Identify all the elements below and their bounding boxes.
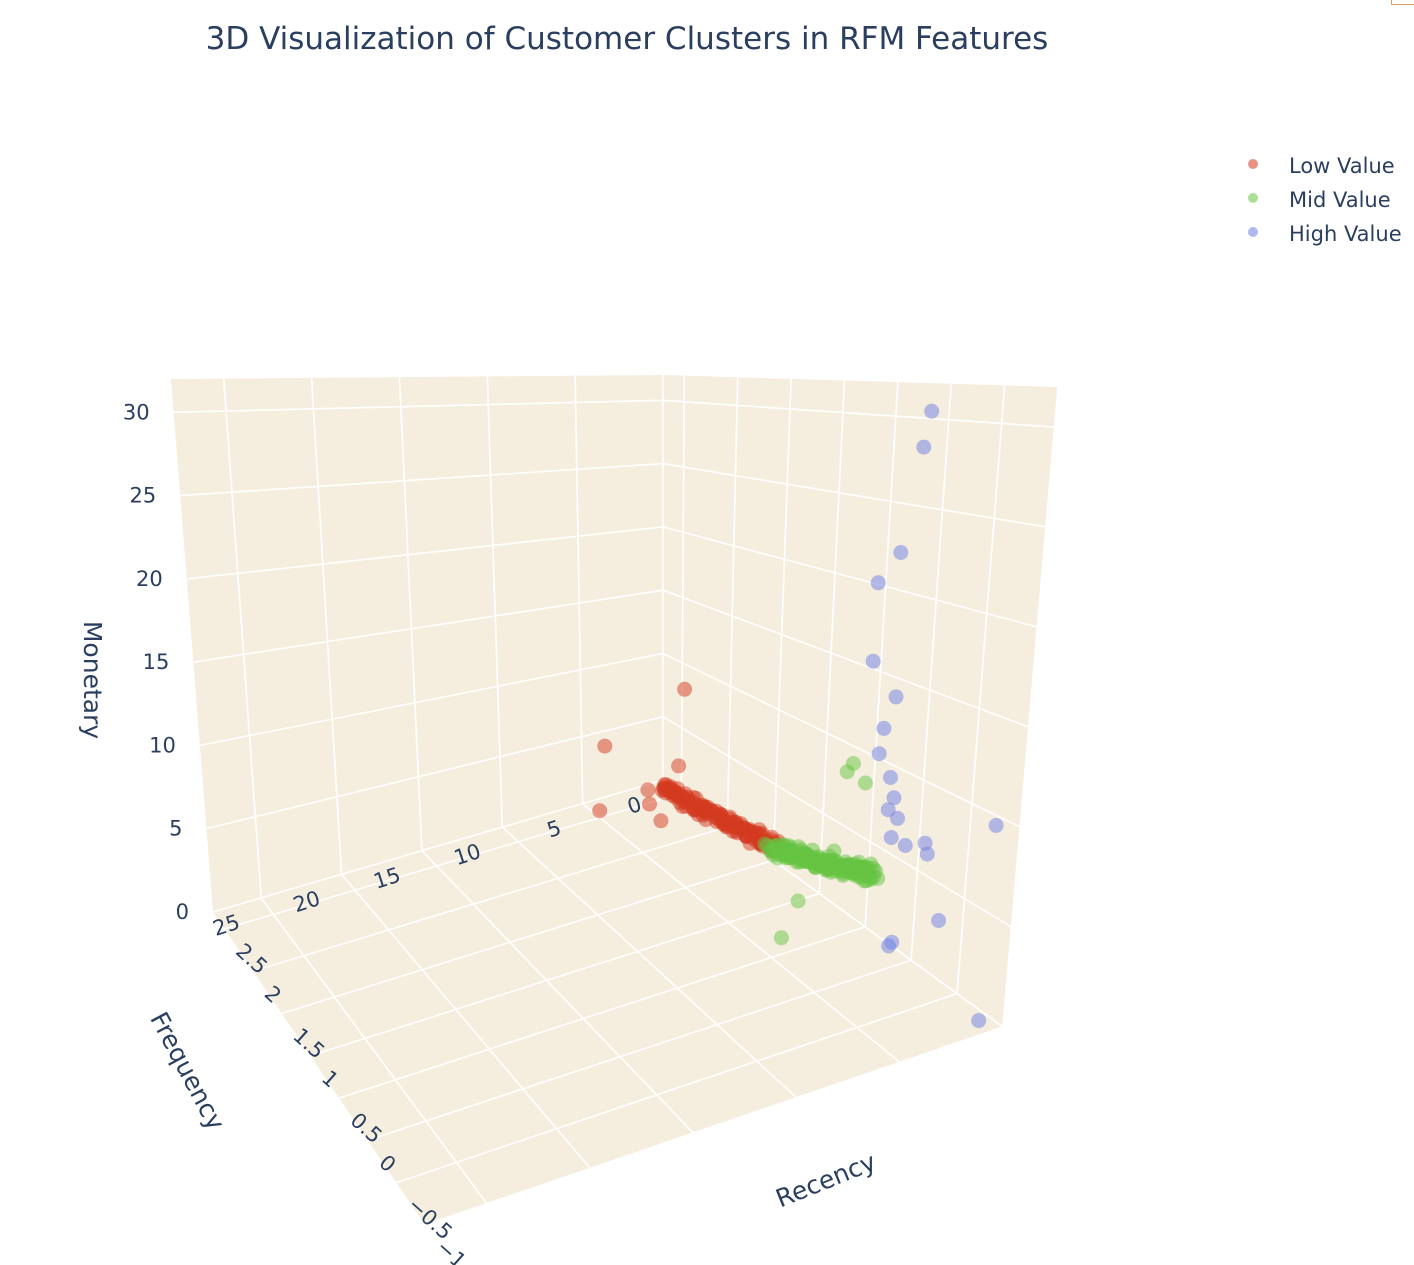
point-low-value [671, 758, 687, 774]
gridline-y [222, 378, 263, 898]
gridline-x [338, 926, 866, 1099]
point-mid-value [862, 870, 878, 886]
z-tick-label: 15 [143, 650, 170, 674]
point-low-value [653, 813, 669, 829]
point-high-value [890, 810, 905, 826]
legend-marker-low-value [1248, 159, 1258, 169]
gridline-x [252, 825, 728, 972]
back-wall-right [663, 375, 1058, 1027]
point-high-value [883, 770, 898, 785]
point-low-value [592, 803, 608, 819]
gridline-y [310, 377, 343, 875]
back-wall-left [171, 375, 663, 912]
gridline-y [486, 376, 504, 828]
point-mid-value [857, 775, 873, 791]
gridline-y [574, 375, 584, 804]
gridline-x [1002, 386, 1059, 1028]
x-axis-title: Recency [772, 1147, 881, 1213]
gridline-x [956, 385, 1006, 994]
gridline-x [818, 380, 846, 894]
point-high-value [888, 689, 904, 705]
gridline-x [424, 1026, 1004, 1226]
z-tick-label: 20 [136, 567, 163, 591]
gridline-x [310, 892, 820, 1057]
gridline-y [340, 873, 591, 1169]
gridline-z [186, 526, 664, 580]
point-high-value [897, 838, 913, 853]
gridline-y [501, 826, 798, 1099]
gridline-y [421, 850, 694, 1134]
gridline-x [224, 792, 682, 930]
gridline-z [212, 779, 664, 913]
gridline-x [680, 375, 686, 794]
point-high-value [870, 575, 886, 591]
point-mid-value [773, 930, 789, 946]
gridline-z [662, 716, 1013, 928]
gridline-z [199, 652, 664, 747]
z-tick-label: 10 [149, 733, 176, 757]
gridline-y [582, 802, 901, 1063]
gridline-y [398, 377, 423, 851]
z-tick-label: 5 [169, 817, 182, 841]
gridline-x [396, 992, 958, 1184]
point-high-value [893, 545, 909, 560]
point-low-value [677, 681, 693, 697]
chart-gridlines [173, 375, 1059, 1226]
point-high-value [876, 720, 892, 736]
point-high-value [865, 653, 881, 669]
point-low-value [597, 738, 613, 754]
gridline-x [910, 383, 953, 961]
z-axis-title: Monetary [78, 621, 107, 739]
legend-marker-high-value [1248, 227, 1258, 237]
gridline-z [180, 462, 664, 497]
legend-label-low-value: Low Value [1289, 154, 1395, 178]
point-high-value [919, 846, 935, 862]
point-mid-value [790, 893, 806, 909]
gridline-x [864, 382, 899, 927]
legend-label-high-value: High Value [1289, 222, 1402, 246]
gridline-z [662, 399, 1055, 428]
gridline-y [260, 897, 488, 1205]
z-tick-label: 0 [176, 900, 189, 924]
point-high-value [988, 818, 1004, 833]
z-tick-label: 25 [129, 484, 156, 508]
gridline-z [206, 715, 664, 830]
gridline-z [662, 526, 1038, 628]
gridline-z [662, 462, 1047, 528]
legend: Low Value Mid Value High Value [1248, 154, 1402, 246]
gridline-x [726, 377, 739, 827]
point-high-value [884, 934, 900, 950]
gridline-z [193, 589, 664, 663]
point-high-value [883, 830, 899, 845]
gridline-z [662, 589, 1030, 728]
gridline-z [173, 399, 664, 414]
gridline-x [772, 378, 792, 861]
gridline-x [367, 959, 912, 1142]
chart-title: 3D Visualization of Customer Clusters in… [206, 21, 1049, 57]
point-high-value [971, 1013, 987, 1029]
point-mid-value [826, 843, 842, 859]
point-high-value [916, 439, 932, 455]
point-mid-value [839, 764, 855, 780]
legend-label-mid-value: Mid Value [1289, 188, 1391, 212]
point-low-value [640, 782, 656, 798]
point-low-value [642, 796, 657, 812]
z-tick-label: 30 [123, 400, 150, 424]
legend-marker-mid-value [1248, 193, 1258, 203]
chart-points [592, 403, 1004, 1029]
modebar-corner [1391, 0, 1414, 5]
gridline-x [281, 859, 774, 1015]
point-high-value [886, 790, 902, 806]
point-high-value [871, 746, 887, 762]
chart-panes [171, 375, 1058, 1225]
point-high-value [931, 913, 947, 928]
point-high-value [924, 403, 940, 419]
floor-pane [213, 780, 1003, 1225]
y-axis-title: Frequency [144, 1007, 230, 1135]
gridline-z [662, 652, 1021, 828]
